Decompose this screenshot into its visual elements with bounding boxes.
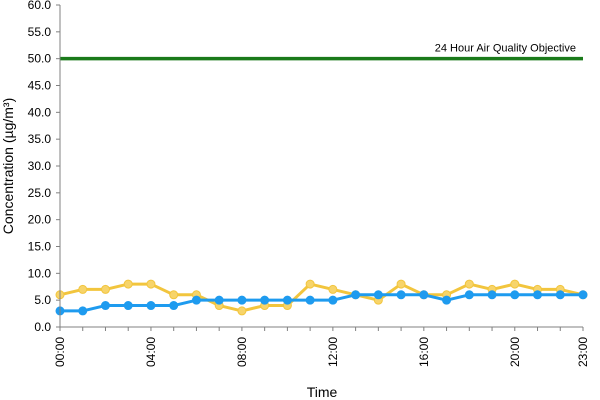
series-blue-point	[169, 301, 179, 311]
series-yellow-point	[169, 290, 179, 300]
series-yellow-point	[123, 279, 133, 289]
x-tick-label: 04:00	[144, 337, 158, 367]
series-yellow-point	[78, 284, 88, 294]
y-tick-label: 35.0	[28, 132, 52, 146]
y-tick-label: 5.0	[34, 293, 51, 307]
y-tick-label: 45.0	[28, 79, 52, 93]
series-blue-point	[191, 295, 201, 305]
series-blue-point	[146, 301, 156, 311]
series-yellow-point	[328, 284, 338, 294]
series-blue-point	[419, 290, 429, 300]
y-tick-label: 40.0	[28, 105, 52, 119]
series-yellow-point	[237, 306, 247, 316]
x-tick-label: 23:00	[576, 337, 590, 367]
series-blue-line	[60, 293, 583, 313]
labels-layer: 0.0 5.0 10.0 15.0 20.0 25.0 30.0 35.0 40.0 45.0 50…	[28, 0, 590, 367]
series-yellow-point	[146, 279, 156, 289]
y-tick-label: 25.0	[28, 186, 52, 200]
series-blue-point	[510, 290, 520, 300]
y-tick-label: 20.0	[28, 213, 52, 227]
series-blue-point	[442, 295, 452, 305]
objective-line-label: 24 Hour Air Quality Objective	[435, 43, 576, 55]
series-blue-point	[464, 290, 474, 300]
x-axis-title: Time	[307, 384, 338, 400]
y-axis-title: Concentration (µg/m³)	[0, 98, 16, 234]
series-blue-point	[533, 290, 543, 300]
y-tick-label: 10.0	[28, 266, 52, 280]
y-tick-label: 60.0	[28, 0, 52, 12]
series-blue-point	[396, 290, 406, 300]
y-tick-label: 50.0	[28, 52, 52, 66]
series-blue-point	[555, 290, 565, 300]
y-tick-label: 55.0	[28, 25, 52, 39]
x-tick-label: 00:00	[53, 337, 67, 367]
series-blue-point	[351, 290, 361, 300]
series-blue-point	[305, 295, 315, 305]
series-yellow-point	[510, 279, 520, 289]
series-blue-point	[282, 295, 292, 305]
series-blue-point	[100, 301, 110, 311]
series-blue-point	[328, 295, 338, 305]
series-blue-point	[487, 290, 497, 300]
series-blue-point	[123, 301, 133, 311]
x-tick-label: 12:00	[326, 337, 340, 367]
x-tick-label: 08:00	[235, 337, 249, 367]
series-yellow-point	[396, 279, 406, 289]
series-blue-point	[237, 295, 247, 305]
y-tick-label: 30.0	[28, 159, 52, 173]
x-tick-label: 20:00	[508, 337, 522, 367]
series-layer	[55, 279, 588, 316]
axes-layer	[56, 4, 584, 331]
series-blue-point	[260, 295, 270, 305]
series-yellow-point	[100, 284, 110, 294]
objective-line-layer: 24 Hour Air Quality Objective	[60, 43, 583, 61]
series-yellow-point	[305, 279, 315, 289]
y-tick-label: 15.0	[28, 240, 52, 254]
series-blue-point	[578, 290, 588, 300]
series-yellow-point	[464, 279, 474, 289]
series-blue-point	[373, 290, 383, 300]
series-blue-point	[78, 306, 88, 316]
x-tick-label: 16:00	[417, 337, 431, 367]
series-blue-point	[214, 295, 224, 305]
y-tick-label: 0.0	[34, 320, 51, 334]
